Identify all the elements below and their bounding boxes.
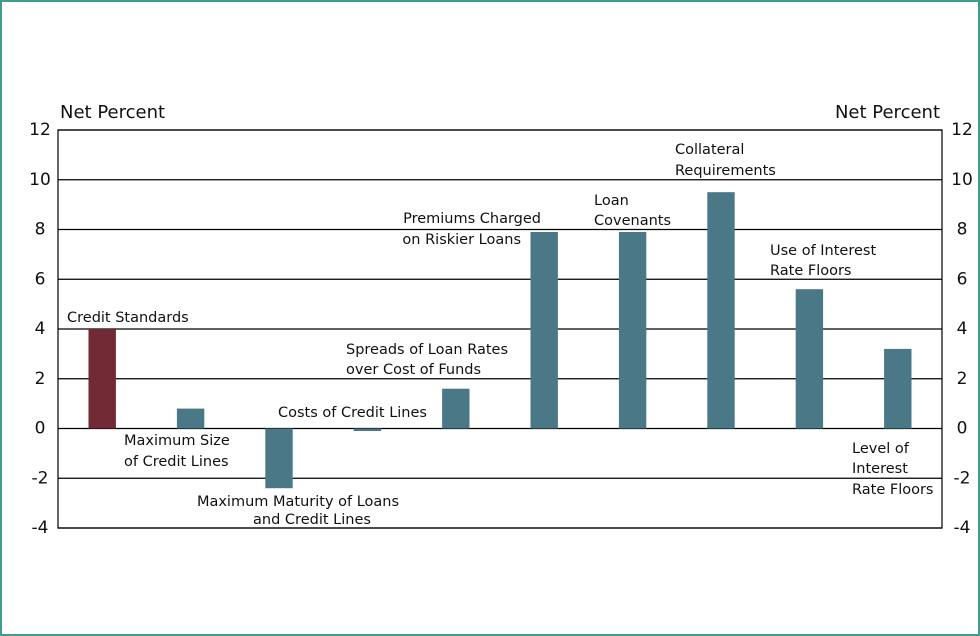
bar [176, 408, 205, 429]
bar-label: Use of Interest [770, 243, 876, 259]
y-tick-label: 12 [29, 120, 51, 140]
bar-label: Requirements [675, 163, 776, 179]
bar-label: Loan [594, 193, 629, 209]
y-tick-label: -2 [32, 468, 49, 488]
y2-tick-label: -4 [954, 518, 971, 538]
y2-tick-label: 12 [951, 120, 973, 140]
bar-label: Credit Standards [67, 310, 189, 326]
bar [265, 428, 293, 489]
bar [618, 231, 647, 429]
y2-tick-label: 8 [957, 220, 968, 240]
y-tick-label: 0 [35, 419, 46, 439]
y2-axis-label: Net Percent [835, 102, 940, 123]
bar-label: Rate Floors [770, 263, 852, 279]
bar-label: over Cost of Funds [346, 362, 481, 378]
bar-label: Collateral [675, 142, 744, 158]
bar-label: and Credit Lines [253, 512, 371, 528]
bar [795, 289, 824, 429]
bar-label: on Riskier Loans [402, 232, 521, 248]
y-axis-label: Net Percent [60, 102, 165, 123]
bar [442, 388, 470, 429]
bar-label: Premiums Charged [403, 211, 541, 227]
y2-tick-label: 4 [957, 319, 968, 339]
bar-label: Covenants [594, 213, 671, 229]
y-tick-label: 2 [35, 369, 46, 389]
bar-label: Level of [852, 441, 910, 457]
y2-tick-label: -2 [954, 468, 971, 488]
bar-label: of Credit Lines [124, 454, 229, 470]
bar-label: Rate Floors [852, 482, 934, 498]
y-tick-label: -4 [32, 518, 49, 538]
bar [88, 329, 116, 429]
bar [530, 231, 558, 429]
y-tick-label: 4 [35, 319, 46, 339]
y-tick-label: 8 [35, 220, 46, 240]
y2-tick-label: 0 [957, 419, 968, 439]
y2-tick-label: 2 [957, 369, 968, 389]
y2-tick-label: 10 [951, 170, 973, 190]
plot-frame [57, 129, 943, 529]
bar [353, 428, 382, 431]
y-tick-label: 10 [29, 170, 51, 190]
bar [884, 348, 912, 429]
bar-label: Interest [852, 461, 908, 477]
bar-label: Maximum Size [124, 433, 230, 449]
bar-label: Costs of Credit Lines [278, 405, 427, 421]
bar-label: Maximum Maturity of Loans [197, 494, 399, 510]
bar-label: Spreads of Loan Rates [346, 342, 508, 358]
y-tick-label: 6 [35, 269, 46, 289]
bar [707, 192, 735, 429]
y2-tick-label: 6 [957, 269, 968, 289]
